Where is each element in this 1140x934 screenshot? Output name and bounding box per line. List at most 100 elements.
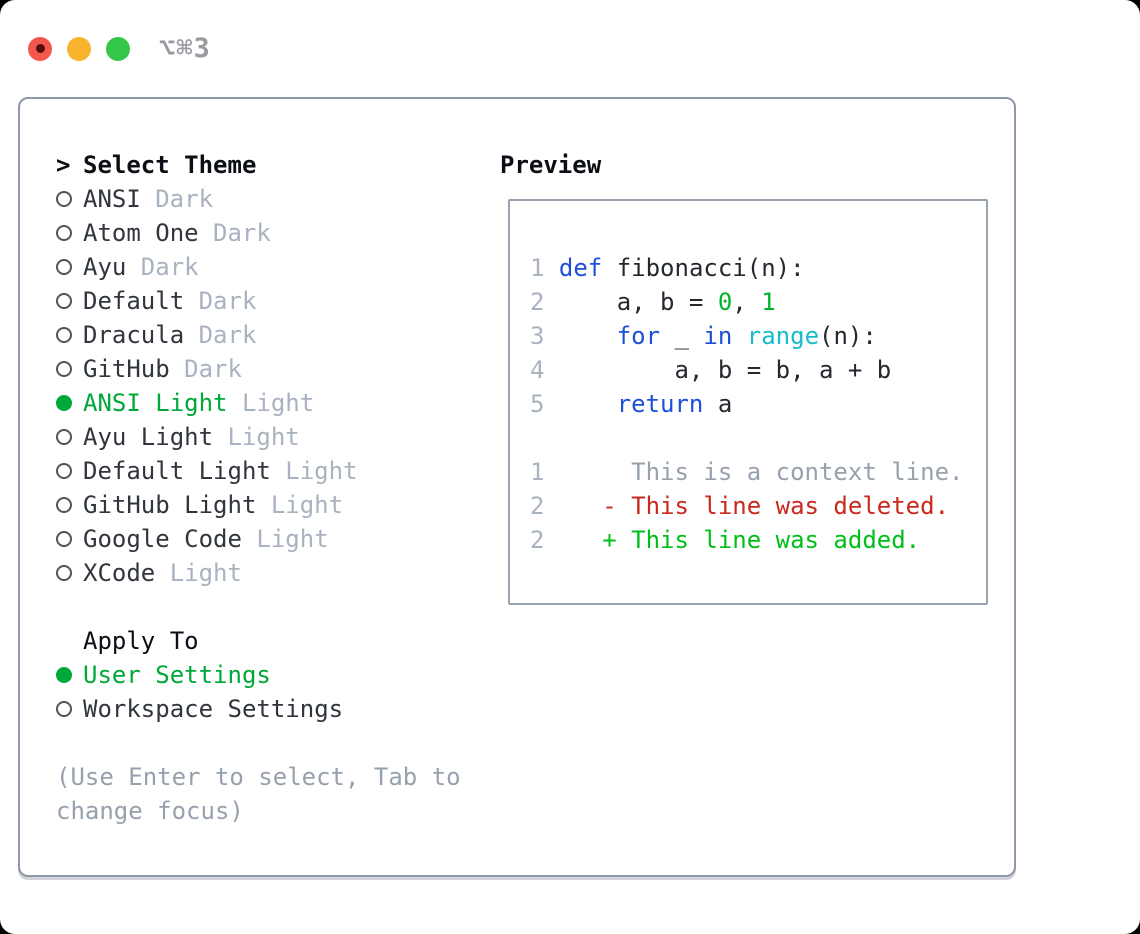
token: fibonacci(n):: [602, 254, 805, 282]
code-line: 3 for _ in range(n):: [530, 319, 976, 353]
theme-option-github-light[interactable]: GitHub Light Light: [56, 488, 500, 522]
radio-marker: [56, 463, 83, 479]
close-button[interactable]: [28, 36, 52, 61]
radio-marker: [56, 327, 83, 343]
radio-selected-icon: [56, 667, 72, 683]
line-number: 1: [530, 254, 545, 282]
radio-icon: [56, 463, 72, 479]
token: 0: [717, 288, 733, 316]
theme-option-xcode[interactable]: XCode Light: [56, 556, 500, 590]
apply-option-label: Workspace Settings: [83, 695, 344, 723]
preview-header: Preview: [500, 148, 1014, 182]
radio-marker: [56, 361, 83, 377]
line-number: 4: [530, 356, 545, 384]
apply-option-label: User Settings: [83, 661, 271, 689]
code-line: 2 a, b = 0, 1: [530, 285, 976, 319]
theme-option-default[interactable]: Default Dark: [56, 284, 500, 318]
radio-icon: [56, 531, 72, 547]
spacer: [56, 726, 500, 760]
radio-marker: [56, 429, 83, 445]
code-text: return a: [559, 390, 733, 418]
line-number: 1: [530, 458, 545, 486]
token: (n):: [819, 322, 877, 350]
theme-variant-tag: Light: [169, 559, 242, 587]
apply-option-workspace-settings[interactable]: Workspace Settings: [56, 692, 500, 726]
theme-name: ANSI: [83, 185, 141, 213]
theme-variant-tag: Dark: [155, 185, 214, 213]
token: range: [746, 322, 820, 350]
theme-list: ANSI Dark Atom One Dark Ayu Dark Default Dark Dr…: [56, 182, 500, 590]
theme-name: Ayu: [83, 253, 127, 281]
theme-name: ANSI Light: [83, 389, 228, 417]
theme-option-default-light[interactable]: Default Light Light: [56, 454, 500, 488]
line-number: 3: [530, 322, 545, 350]
radio-icon: [56, 429, 72, 445]
token: def: [558, 254, 603, 282]
radio-marker: [56, 531, 83, 547]
token: [732, 322, 746, 350]
spacer: [56, 590, 500, 624]
token: [559, 390, 617, 418]
apply-option-user-settings[interactable]: User Settings: [56, 658, 500, 692]
theme-option-ayu[interactable]: Ayu Dark: [56, 250, 500, 284]
line-number: 2: [530, 288, 545, 316]
apply-to-list: User Settings Workspace Settings: [56, 658, 500, 726]
radio-icon: [56, 259, 72, 275]
radio-icon: [56, 701, 72, 717]
token: a, b = b, a + b: [558, 356, 892, 384]
theme-name: XCode: [83, 559, 156, 587]
theme-option-google-code[interactable]: Google Code Light: [56, 522, 500, 556]
theme-option-github[interactable]: GitHub Dark: [56, 352, 500, 386]
radio-icon: [56, 497, 72, 513]
radio-marker: [56, 667, 83, 683]
minimize-button[interactable]: [67, 36, 91, 61]
code-line: 5 return a: [530, 387, 976, 421]
theme-option-atom-one[interactable]: Atom One Dark: [56, 216, 500, 250]
diff-line-deleted: 2 - This line was deleted.: [530, 489, 976, 523]
theme-variant-tag: Dark: [140, 253, 199, 281]
theme-name: Default: [83, 287, 185, 315]
theme-list-panel: > Select Theme ANSI Dark Atom One Dark Ayu Dar…: [56, 148, 500, 875]
preview-title: Preview: [500, 151, 602, 179]
theme-option-ayu-light[interactable]: Ayu Light Light: [56, 420, 500, 454]
theme-variant-tag: Dark: [184, 355, 242, 383]
keyboard-hint: (Use Enter to select, Tab to change focu…: [56, 763, 461, 825]
theme-name: Dracula: [83, 321, 185, 349]
theme-option-ansi-light[interactable]: ANSI Light Light: [56, 386, 500, 420]
radio-marker: [56, 497, 83, 513]
radio-icon: [56, 327, 72, 343]
theme-variant-tag: Dark: [213, 219, 271, 247]
diff-preview: 1 This is a context line. 2 - This line w…: [530, 455, 976, 557]
radio-icon: [56, 191, 72, 207]
radio-marker: [56, 701, 83, 717]
diff-text: This is a context line.: [558, 458, 964, 486]
theme-option-ansi[interactable]: ANSI Dark: [56, 182, 500, 216]
line-number: 2: [530, 526, 545, 554]
theme-name: Default Light: [83, 457, 271, 485]
theme-variant-tag: Light: [285, 457, 358, 485]
token: 1: [761, 288, 776, 316]
radio-icon: [56, 361, 72, 377]
code-text: a, b = 0, 1: [559, 288, 776, 316]
theme-variant-tag: Light: [227, 423, 300, 451]
focus-caret: >: [56, 151, 71, 179]
zoom-button[interactable]: [106, 36, 130, 61]
diff-text: - This line was deleted.: [558, 492, 950, 520]
code-line: 4 a, b = b, a + b: [530, 353, 976, 387]
titlebar: ⌥⌘3: [0, 0, 1140, 97]
apply-to-title: Apply To: [83, 627, 199, 655]
radio-selected-icon: [56, 395, 72, 411]
apply-to-header: Apply To: [56, 624, 500, 658]
line-number: 5: [530, 390, 545, 418]
unsaved-indicator-dot: [35, 44, 45, 53]
radio-marker: [56, 293, 83, 309]
code-text: for _ in range(n):: [559, 322, 877, 350]
token: for: [616, 322, 661, 350]
theme-option-dracula[interactable]: Dracula Dark: [56, 318, 500, 352]
theme-name: Ayu Light: [83, 423, 214, 451]
theme-name: GitHub Light: [83, 491, 257, 519]
radio-icon: [56, 293, 72, 309]
code-line: 1 def fibonacci(n):: [530, 251, 976, 285]
